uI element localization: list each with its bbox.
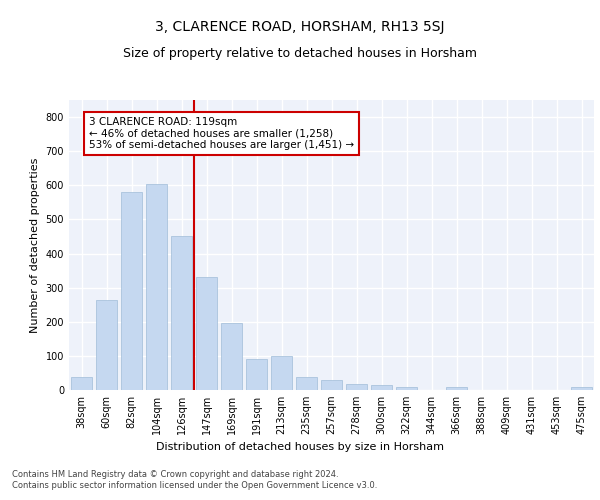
- Bar: [221, 324, 242, 390]
- Bar: [146, 184, 167, 390]
- Bar: [71, 377, 92, 390]
- Text: 3 CLARENCE ROAD: 119sqm
← 46% of detached houses are smaller (1,258)
53% of semi: 3 CLARENCE ROAD: 119sqm ← 46% of detache…: [89, 117, 354, 150]
- Bar: [446, 388, 467, 390]
- Bar: [571, 388, 592, 390]
- Bar: [271, 356, 292, 390]
- Text: 3, CLARENCE ROAD, HORSHAM, RH13 5SJ: 3, CLARENCE ROAD, HORSHAM, RH13 5SJ: [155, 20, 445, 34]
- Bar: [396, 386, 417, 390]
- Bar: [321, 380, 342, 390]
- Y-axis label: Number of detached properties: Number of detached properties: [30, 158, 40, 332]
- Bar: [171, 236, 192, 390]
- Bar: [296, 377, 317, 390]
- Bar: [121, 192, 142, 390]
- Bar: [371, 385, 392, 390]
- Bar: [246, 360, 267, 390]
- Text: Contains HM Land Registry data © Crown copyright and database right 2024.
Contai: Contains HM Land Registry data © Crown c…: [12, 470, 377, 490]
- Text: Distribution of detached houses by size in Horsham: Distribution of detached houses by size …: [156, 442, 444, 452]
- Bar: [196, 278, 217, 390]
- Text: Size of property relative to detached houses in Horsham: Size of property relative to detached ho…: [123, 48, 477, 60]
- Bar: [346, 384, 367, 390]
- Bar: [96, 300, 117, 390]
